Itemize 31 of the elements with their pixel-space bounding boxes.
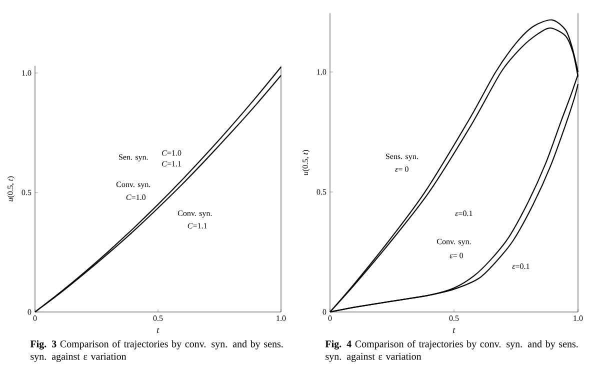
x-axis-title: t [157,328,160,333]
x-tick-label: 0.5 [153,316,163,321]
annotation: Conv. syn. [116,182,150,189]
x-tick-label: 1.0 [276,316,286,321]
y-axis-title: u(0.5, t) [7,176,15,202]
annotation: ε=0.1 [512,264,530,269]
x-tick-label: 0.5 [449,316,459,321]
y-tick-label: 1.0 [317,69,326,75]
text: Fig. 3 Comparison of trajectories by conv. syn. and by sens. syn. against ε variation [30,340,283,362]
annotation: Sens. syn. [386,154,418,161]
annotation: ε=0.1 [455,210,472,216]
annotation: ε= 0 [395,166,408,172]
y-tick-label: 0 [322,309,326,315]
y-tick-label: 0 [28,309,32,315]
annotation: Conv. syn. [178,210,212,218]
x-tick-label: 0 [33,316,37,321]
x-tick-label: 0 [328,316,332,321]
text: Fig. 4 Comparison of trajectories by conv. syn. and by sens. syn. against ε variation [325,340,578,362]
y-axis-title: u(0.5, t) [302,150,310,176]
annotation: Sen. syn. [119,154,148,162]
annotation: C=1.0 [162,150,182,156]
annotation: C=1.1 [188,223,207,229]
annotation: ε= 0 [450,252,464,258]
annotation: C=1.1 [162,161,182,166]
annotation: Conv. syn. [437,238,471,246]
y-tick-label: 1.0 [22,70,32,76]
x-axis-title: t [453,328,456,333]
annotation: C=1.0 [126,194,146,200]
y-tick-label: 0.5 [316,189,326,195]
x-tick-label: 1.0 [574,316,583,321]
y-tick-label: 0.5 [22,190,32,196]
